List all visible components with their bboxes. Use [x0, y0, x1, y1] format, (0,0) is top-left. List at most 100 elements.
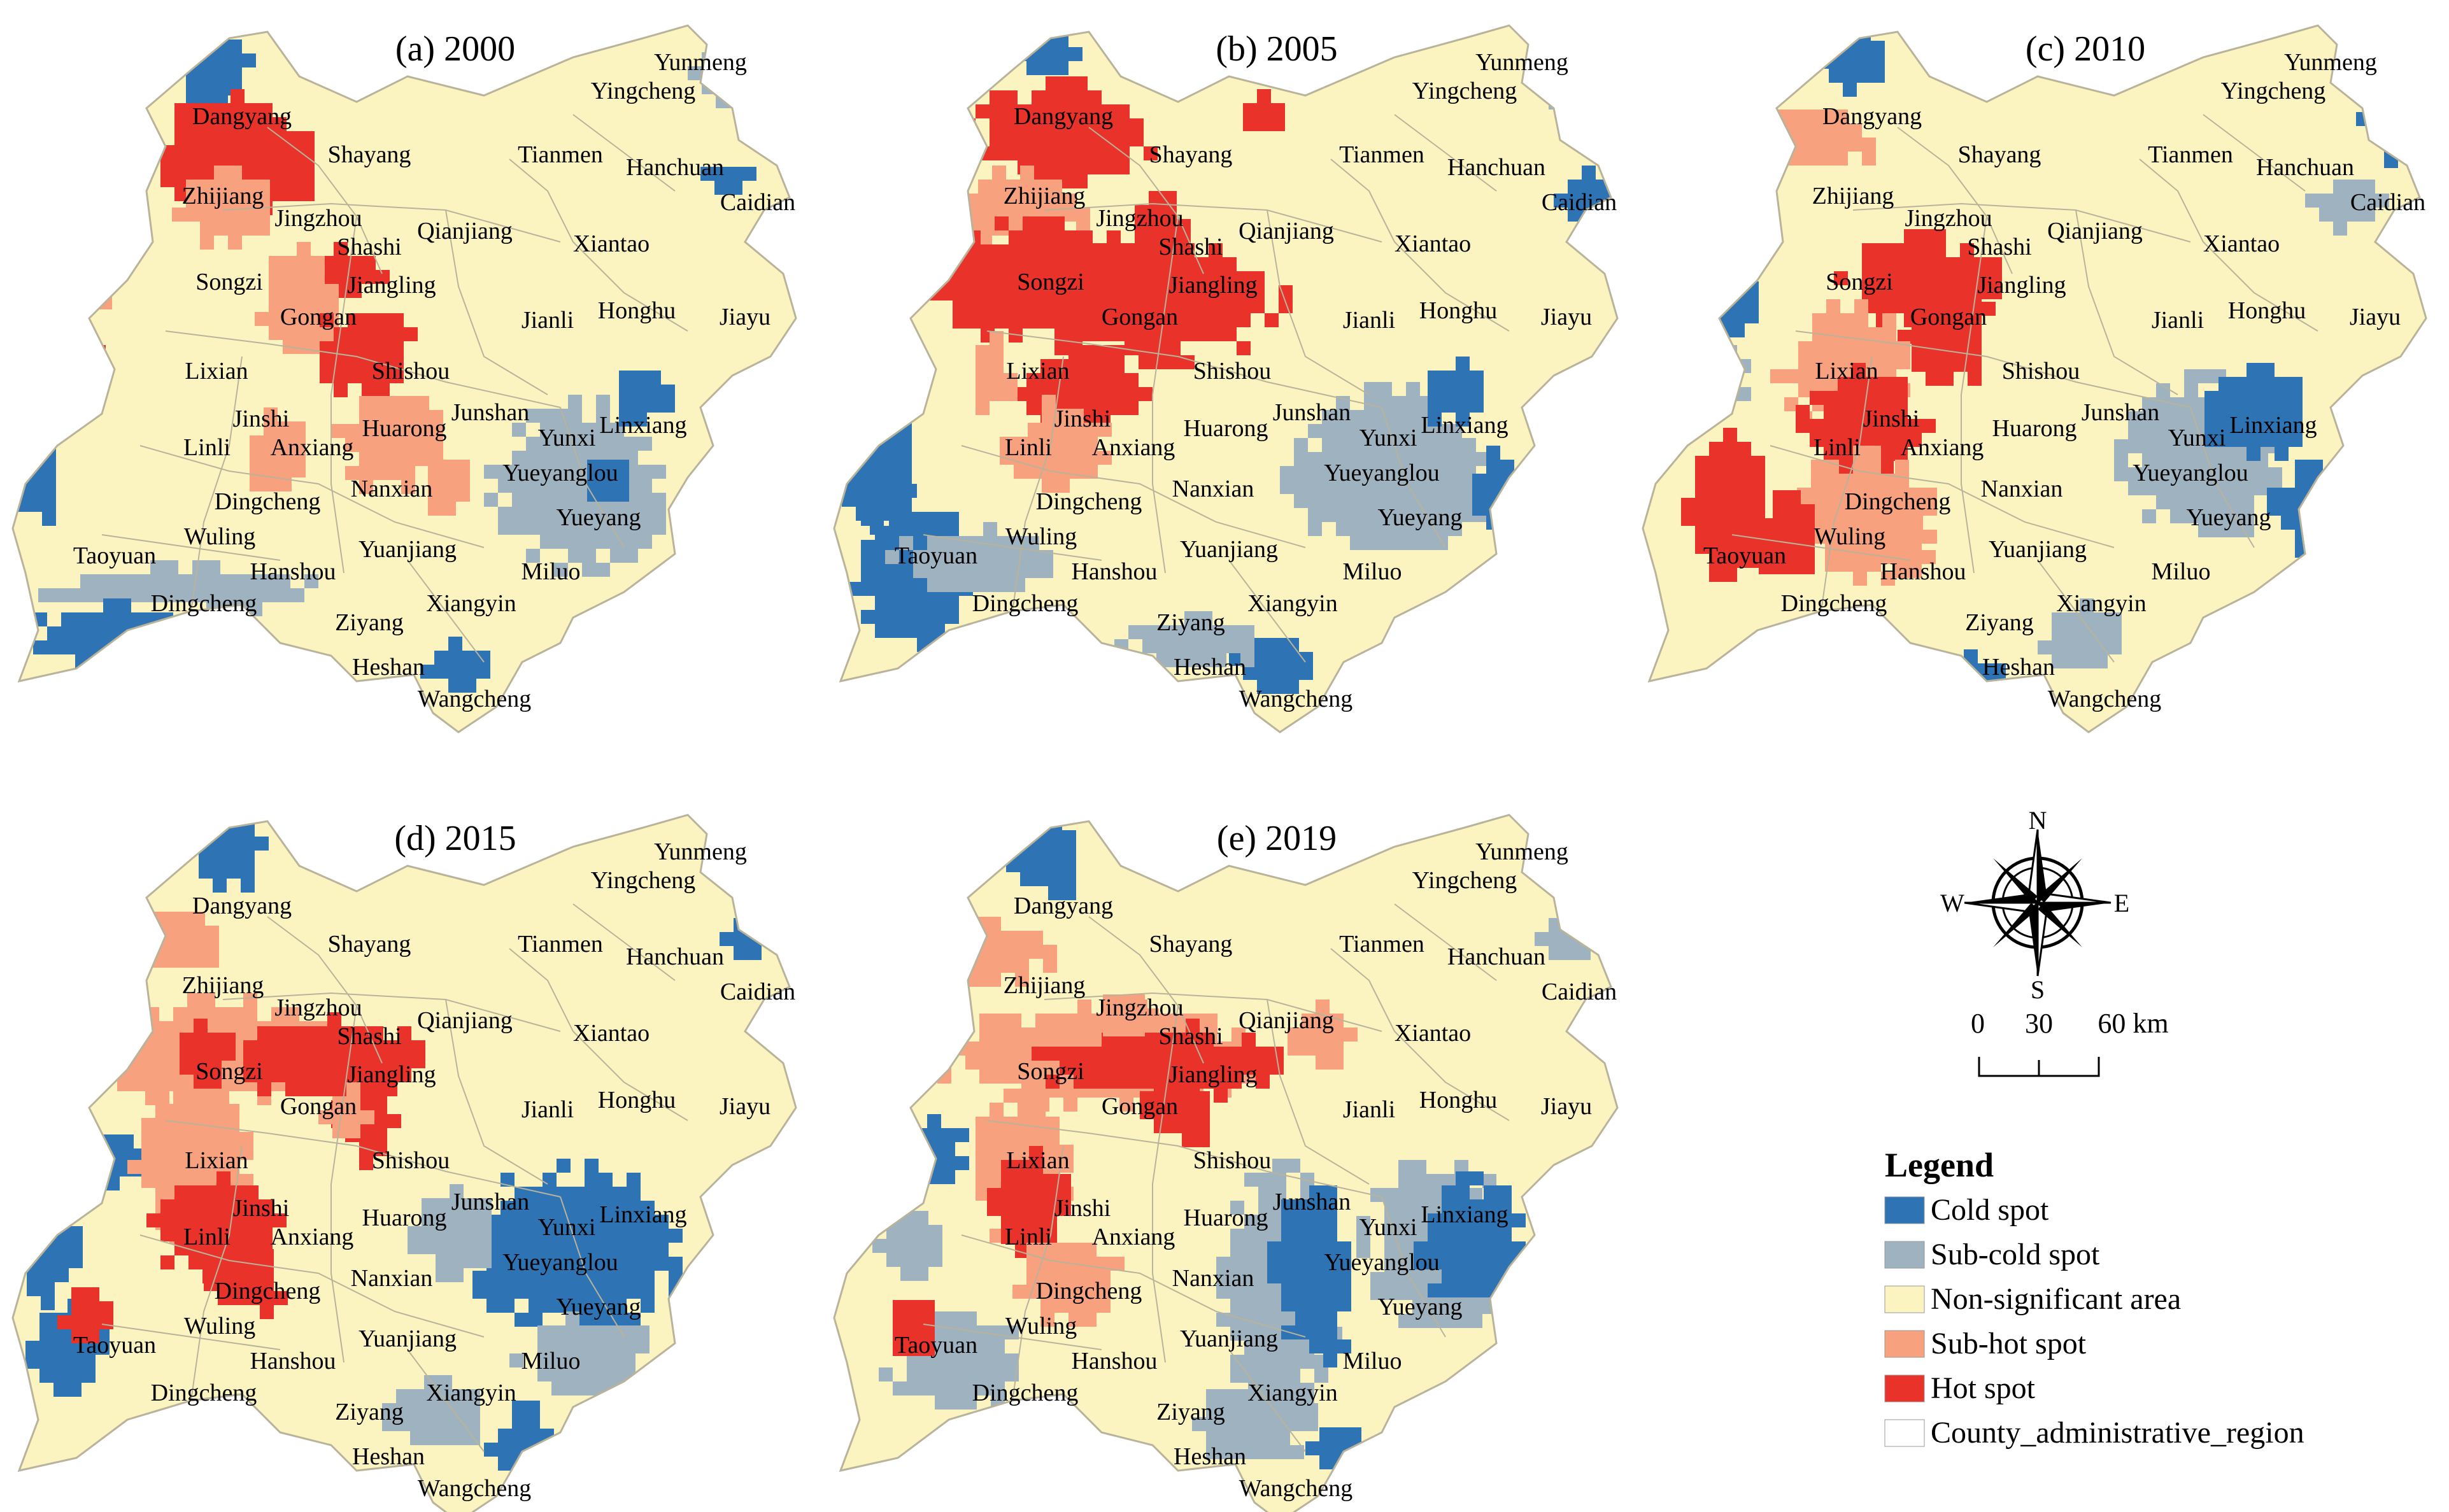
legend-item: Cold spot: [1884, 1193, 2049, 1227]
county-label: Junshan: [451, 399, 529, 426]
county-label: Linli: [1005, 434, 1052, 461]
county-label: Zhijiang: [1004, 972, 1086, 999]
map-panels: (a) 2000 Yunmeng Dangyang Yingcheng Shayang T…: [11, 24, 2427, 1512]
cold-spot-region: [458, 1159, 683, 1327]
sub-cold-spot-region: [1167, 33, 1209, 75]
sub-hot-spot-region: [1012, 1243, 1125, 1327]
county-label: Yueyanglou: [1324, 460, 1440, 486]
county-label: Jinshi: [1054, 406, 1111, 432]
county-label: Wuling: [184, 523, 255, 550]
county-label: Ziyang: [1156, 609, 1225, 636]
county-label: Jinshi: [1863, 406, 1920, 432]
county-label: Junshan: [1273, 1189, 1351, 1215]
cold-spot-region: [199, 815, 269, 893]
legend-label: Sub-cold spot: [1931, 1238, 2100, 1271]
county-label: Dingcheng: [215, 1278, 321, 1304]
county-label: Songzi: [195, 269, 263, 295]
hot-spot-region: [57, 1287, 113, 1343]
county-label: Lixian: [1006, 1147, 1069, 1174]
county-label: Xiantao: [2203, 230, 2280, 257]
county-label: Xiangyin: [426, 1380, 516, 1406]
county-label: Jianli: [1343, 1096, 1395, 1123]
cold-spot-region: [420, 637, 490, 693]
county-label: Yuanjiang: [1989, 536, 2087, 563]
county-label: Linxiang: [1421, 412, 1508, 439]
county-label: Songzi: [1017, 269, 1084, 295]
cold-spot-region: [700, 167, 756, 195]
panel-title: (a) 2000: [395, 29, 515, 69]
county-label: Jiayu: [1541, 304, 1592, 330]
county-label: Heshan: [1174, 1443, 1246, 1470]
legend-label: Cold spot: [1931, 1193, 2049, 1227]
county-label: Songzi: [1826, 269, 1893, 295]
county-label: Dingcheng: [215, 488, 321, 515]
county-label: Anxiang: [1901, 434, 1984, 461]
county-label: Junshan: [2082, 399, 2159, 426]
county-label: Linxiang: [2229, 412, 2317, 439]
county-label: Yingcheng: [591, 867, 696, 894]
hot-spot-region: [1898, 274, 1996, 386]
county-label: Jiangling: [1168, 1061, 1257, 1088]
county-label: Jingzhou: [274, 994, 362, 1021]
county-label: Jiayu: [720, 304, 770, 330]
county-boundaries: [923, 114, 1510, 663]
legend-swatch: [1884, 1419, 1925, 1447]
county-label: Gongan: [1102, 304, 1178, 330]
compass-east-label: E: [2114, 889, 2129, 917]
map-panel-5: (e) 2019 Yunmeng Dangyang Yingcheng Shayang T…: [833, 814, 1619, 1512]
county-label: Heshan: [1174, 654, 1246, 681]
county-label: Hanshou: [1880, 558, 1966, 585]
county-label: Dingcheng: [1845, 488, 1951, 515]
county-label: Nanxian: [351, 476, 433, 502]
cold-spot-region: [2204, 363, 2303, 461]
county-label: Yunmeng: [654, 838, 747, 865]
county-label: Ziyang: [1156, 1399, 1225, 1425]
county-label: Hanchuan: [626, 943, 724, 970]
legend-swatch: [1884, 1241, 1925, 1269]
county-label: Huarong: [1184, 415, 1268, 442]
county-labels: Yunmeng Dangyang Yingcheng Shayang Tianmen Ha…: [895, 838, 1617, 1502]
county-label: Miluo: [2152, 558, 2211, 585]
county-label: Shashi: [1158, 234, 1223, 260]
sub-cold-spot-region: [332, 25, 374, 81]
county-label: Nanxian: [1172, 476, 1254, 502]
county-label: Jianli: [522, 307, 574, 334]
sub-cold-spot-region: [509, 1311, 650, 1395]
county-labels: Yunmeng Dangyang Yingcheng Shayang Tianmen Ha…: [73, 49, 795, 712]
county-label: Honghu: [2228, 297, 2306, 324]
county-label: Taoyuan: [895, 1332, 977, 1359]
hot-spot-region: [962, 76, 1158, 188]
county-label: Yingcheng: [2221, 78, 2326, 104]
county-label: Linli: [183, 434, 231, 461]
county-label: Nanxian: [351, 1265, 433, 1292]
sub-cold-spot-region: [1192, 1375, 1318, 1459]
county-label: Miluo: [522, 1348, 581, 1374]
county-label: Shashi: [1967, 234, 2031, 260]
county-label: Gongan: [1910, 304, 1987, 330]
county-label: Wangcheng: [1239, 686, 1352, 712]
sub-hot-spot-region: [60, 121, 117, 205]
county-label: Honghu: [598, 1087, 676, 1113]
sub-hot-spot-region: [1778, 110, 1876, 166]
county-label: Shayang: [1149, 931, 1233, 957]
county-label: Shishou: [1193, 1147, 1271, 1174]
compass-north-label: N: [2029, 806, 2047, 835]
county-label: Xiantao: [1395, 1020, 1471, 1047]
county-label: Yunxi: [1359, 1214, 1417, 1241]
county-label: Hanchuan: [2256, 154, 2354, 181]
county-label: Anxiang: [1092, 434, 1175, 461]
county-label: Jinshi: [1054, 1195, 1111, 1222]
county-label: Shishou: [1193, 358, 1271, 385]
county-label: Qianjiang: [417, 218, 513, 244]
county-label: Anxiang: [271, 434, 354, 461]
sub-hot-spot-region: [1288, 1000, 1358, 1070]
county-label: Caidian: [2350, 189, 2425, 216]
legend-swatch: [1884, 1330, 1925, 1358]
county-label: Jianli: [2152, 307, 2204, 334]
county-label: Nanxian: [1981, 476, 2063, 502]
sub-hot-spot-region: [121, 912, 219, 968]
county-label: Hanchuan: [626, 154, 724, 181]
county-label: Wangcheng: [1239, 1475, 1352, 1502]
county-label: Jiangling: [347, 1061, 436, 1088]
county-label: Huarong: [362, 415, 447, 442]
